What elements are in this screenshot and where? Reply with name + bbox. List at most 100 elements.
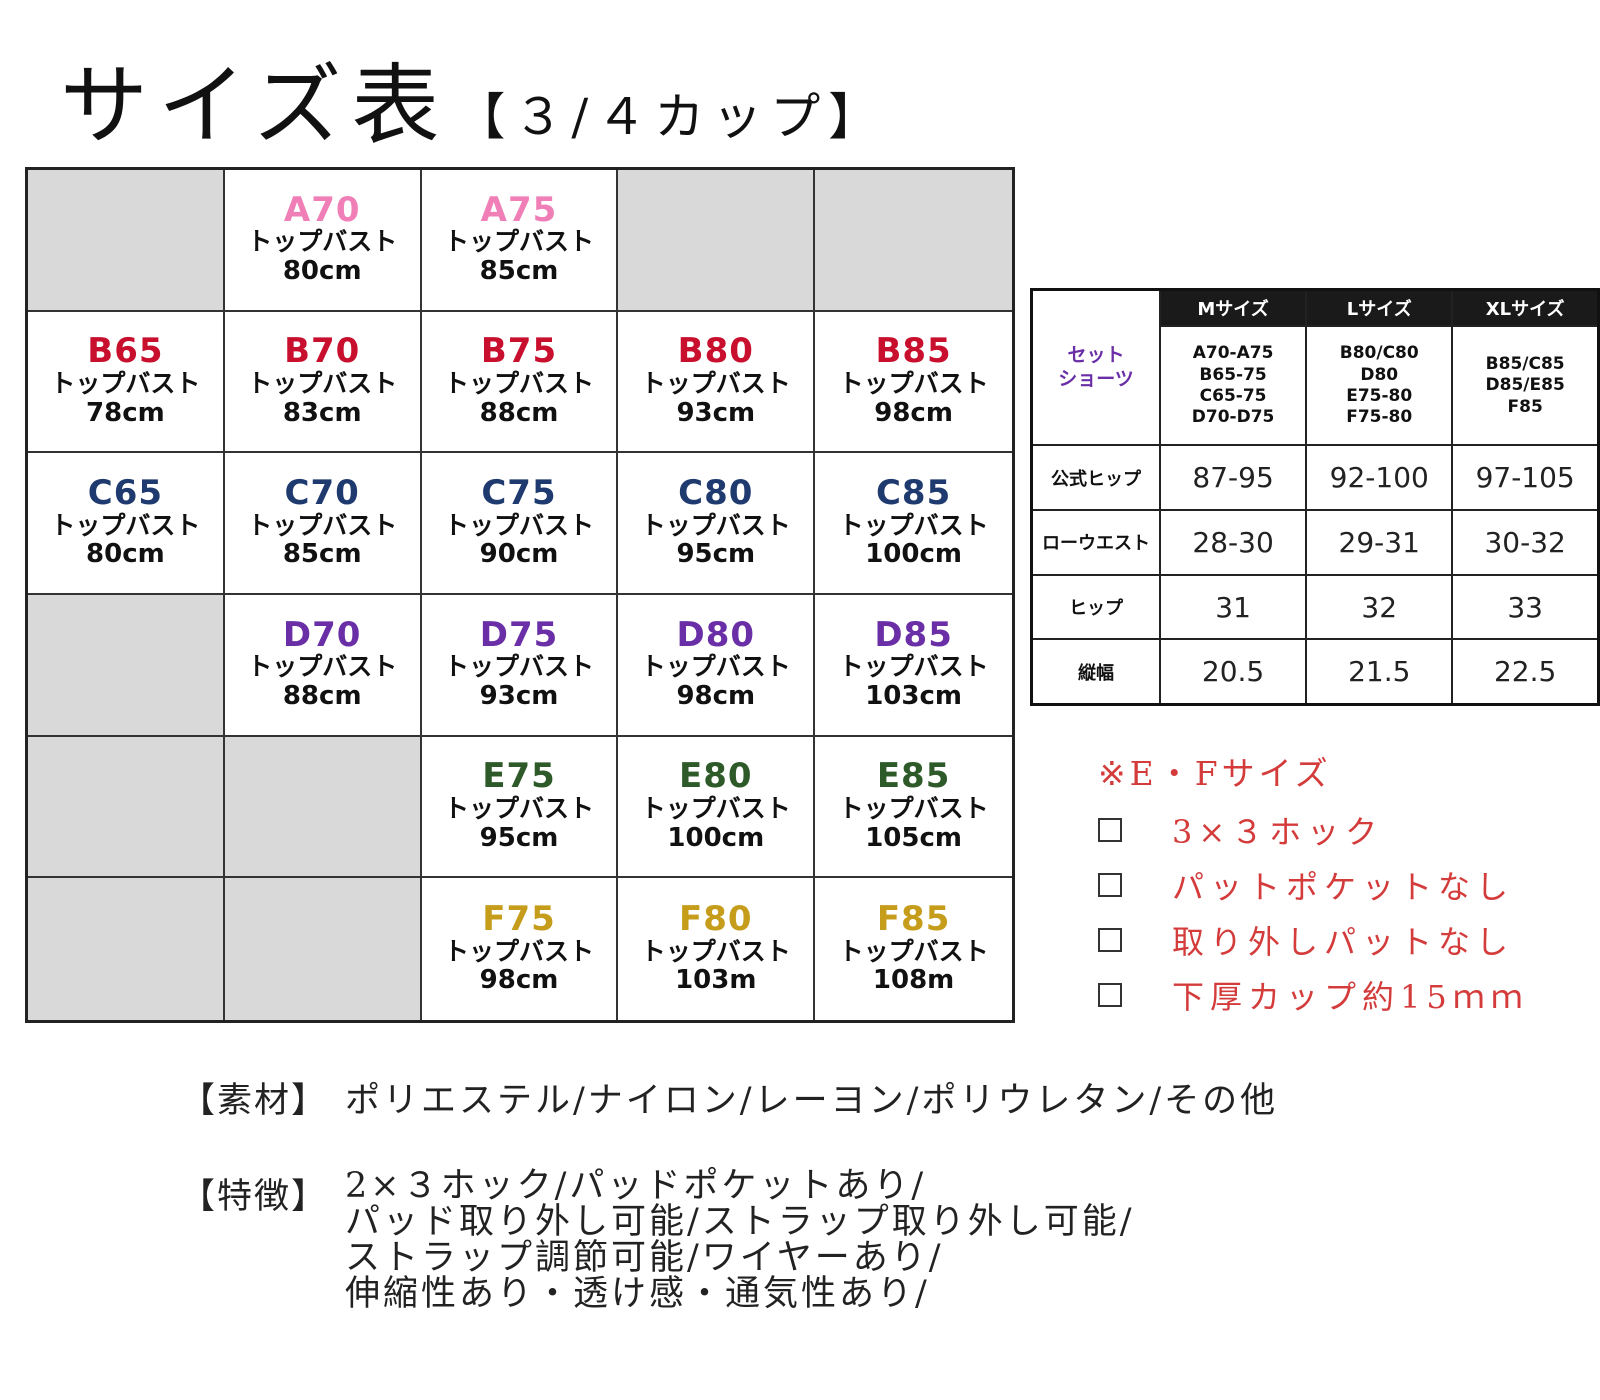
top-bust-label: トップバスト xyxy=(247,652,398,682)
top-bust-label: トップバスト xyxy=(443,510,594,540)
features-line: パッド取り外し可能/ストラップ取り外し可能/ xyxy=(345,1202,1135,1242)
cup-size-code: B75 xyxy=(480,331,558,372)
top-bust-label: トップバスト xyxy=(50,510,201,540)
cup-size-code: A70 xyxy=(283,189,361,230)
note-text: 下厚カップ約15ｍｍ xyxy=(1172,977,1529,1016)
top-bust-label: トップバスト xyxy=(247,510,398,540)
top-bust-value: 78cm xyxy=(86,397,165,428)
top-bust-label: トップバスト xyxy=(443,369,594,399)
size-cell-empty xyxy=(28,595,225,737)
top-bust-label: トップバスト xyxy=(838,510,989,540)
cup-size-code: E75 xyxy=(482,756,556,797)
shorts-value: 32 xyxy=(1305,573,1454,641)
shorts-range-line: D85/E85 xyxy=(1485,375,1565,396)
top-bust-value: 95cm xyxy=(676,539,756,570)
cup-size-code: C70 xyxy=(284,473,360,513)
size-cell-f85: F85 トップバスト 108m xyxy=(815,878,1012,1020)
size-cell-c85: C85 トップバスト 100cm xyxy=(815,453,1012,595)
top-bust-value: 93cm xyxy=(676,397,756,428)
size-cell-b75: B75 トップバスト 88cm xyxy=(421,311,619,454)
cup-size-code: D80 xyxy=(676,614,756,655)
top-bust-label: トップバスト xyxy=(838,652,989,682)
shorts-range-l: B80/C80 D80 E75-80 F75-80 xyxy=(1305,325,1454,447)
title-main: サイズ表 xyxy=(60,54,450,157)
shorts-range-line: D80 xyxy=(1360,364,1399,385)
shorts-header-xl: XLサイズ xyxy=(1451,288,1600,328)
top-bust-label: トップバスト xyxy=(640,510,791,540)
size-cell-empty xyxy=(28,170,225,312)
note-item: 下厚カップ約15ｍｍ xyxy=(1098,967,1588,1022)
shorts-range-line: C65-75 xyxy=(1199,385,1267,406)
top-bust-value: 95cm xyxy=(479,822,559,853)
cup-size-code: D70 xyxy=(282,614,362,655)
material-text: ポリエステル/ナイロン/レーヨン/ポリウレタン/その他 xyxy=(345,1081,1279,1121)
material-label: 【素材】 xyxy=(180,1081,329,1121)
cup-size-code: F80 xyxy=(679,899,753,939)
top-bust-label: トップバスト xyxy=(443,794,594,824)
size-cell-d70: D70 トップバスト 88cm xyxy=(224,595,422,737)
size-cell-b65: B65 トップバスト 78cm xyxy=(28,311,225,454)
top-bust-label: トップバスト xyxy=(247,369,398,399)
features-text: 2×３ホック/パッドポケットあり/ パッド取り外し可能/ストラップ取り外し可能/… xyxy=(345,1168,1135,1312)
size-grid: A70 トップバスト 80cm A75 トップバスト 85cm B65 トップバスト 78cm B… xyxy=(25,167,1015,1023)
top-bust-value: 90cm xyxy=(479,539,559,570)
shorts-range-line: B80/C80 xyxy=(1339,343,1419,364)
top-bust-value: 98cm xyxy=(479,965,559,996)
shorts-row-label: 公式ヒップ xyxy=(1030,444,1161,512)
top-bust-value: 88cm xyxy=(282,681,362,712)
shorts-range-line: E75-80 xyxy=(1346,385,1413,406)
top-bust-value: 100cm xyxy=(865,539,962,570)
shorts-range-line: F85 xyxy=(1507,396,1543,417)
cup-size-code: C65 xyxy=(87,473,164,513)
shorts-row-length: 縦幅 20.5 21.5 22.5 xyxy=(1030,638,1600,706)
shorts-row-label: ヒップ xyxy=(1030,573,1161,641)
cup-size-code: C75 xyxy=(481,473,557,513)
shorts-value: 31 xyxy=(1158,573,1308,641)
shorts-value: 29-31 xyxy=(1305,509,1454,576)
shorts-row-low-waist: ローウエスト 28-30 29-31 30-32 xyxy=(1030,509,1600,576)
shorts-corner-line: セット xyxy=(1067,343,1125,366)
size-cell-empty xyxy=(28,878,225,1020)
cup-size-code: B85 xyxy=(875,331,952,372)
top-bust-value: 108m xyxy=(872,965,955,996)
shorts-value: 22.5 xyxy=(1451,638,1600,706)
top-bust-value: 105cm xyxy=(865,822,962,853)
size-cell-e75: E75 トップバスト 95cm xyxy=(421,736,619,879)
shorts-header-l: Lサイズ xyxy=(1305,288,1454,328)
shorts-row-label: ローウエスト xyxy=(1030,509,1161,576)
shorts-value: 30-32 xyxy=(1451,509,1600,576)
size-cell-empty xyxy=(618,170,816,312)
shorts-range-line: B65-75 xyxy=(1199,364,1267,385)
cup-size-code: D85 xyxy=(874,614,953,655)
top-bust-value: 80cm xyxy=(282,256,362,287)
features-label: 【特徴】 xyxy=(180,1177,329,1217)
size-cell-b70: B70 トップバスト 83cm xyxy=(224,311,422,454)
top-bust-label: トップバスト xyxy=(838,369,989,399)
size-cell-f75: F75 トップバスト 98cm xyxy=(421,878,619,1020)
note-text: 3×３ホック xyxy=(1172,812,1384,851)
checkbox-icon xyxy=(1098,817,1122,842)
shorts-range-line: B85/C85 xyxy=(1485,354,1565,375)
checkbox-icon xyxy=(1098,927,1122,952)
top-bust-label: トップバスト xyxy=(838,936,989,966)
top-bust-label: トップバスト xyxy=(640,936,791,966)
size-cell-e85: E85 トップバスト 105cm xyxy=(815,736,1012,879)
top-bust-value: 80cm xyxy=(86,539,165,570)
shorts-header-m: Mサイズ xyxy=(1158,288,1308,328)
top-bust-label: トップバスト xyxy=(640,652,791,682)
shorts-size-range-row: A70-A75 B65-75 C65-75 D70-D75 B80/C80 D80 E75… xyxy=(1032,325,1600,447)
top-bust-value: 98cm xyxy=(874,397,953,428)
top-bust-value: 103cm xyxy=(865,681,962,712)
shorts-value: 92-100 xyxy=(1305,444,1454,512)
size-cell-c80: C80 トップバスト 95cm xyxy=(618,453,816,595)
note-item: パットポケットなし xyxy=(1098,857,1588,912)
cup-size-code: C80 xyxy=(678,473,754,513)
checkbox-icon xyxy=(1098,872,1122,897)
size-cell-f80: F80 トップバスト 103m xyxy=(618,878,816,1020)
top-bust-label: トップバスト xyxy=(443,936,594,966)
shorts-range-line: F75-80 xyxy=(1346,407,1413,428)
size-cell-e80: E80 トップバスト 100cm xyxy=(618,736,816,879)
top-bust-value: 88cm xyxy=(479,397,559,428)
cup-size-code: E80 xyxy=(679,756,753,797)
cup-size-code: B65 xyxy=(87,331,164,372)
